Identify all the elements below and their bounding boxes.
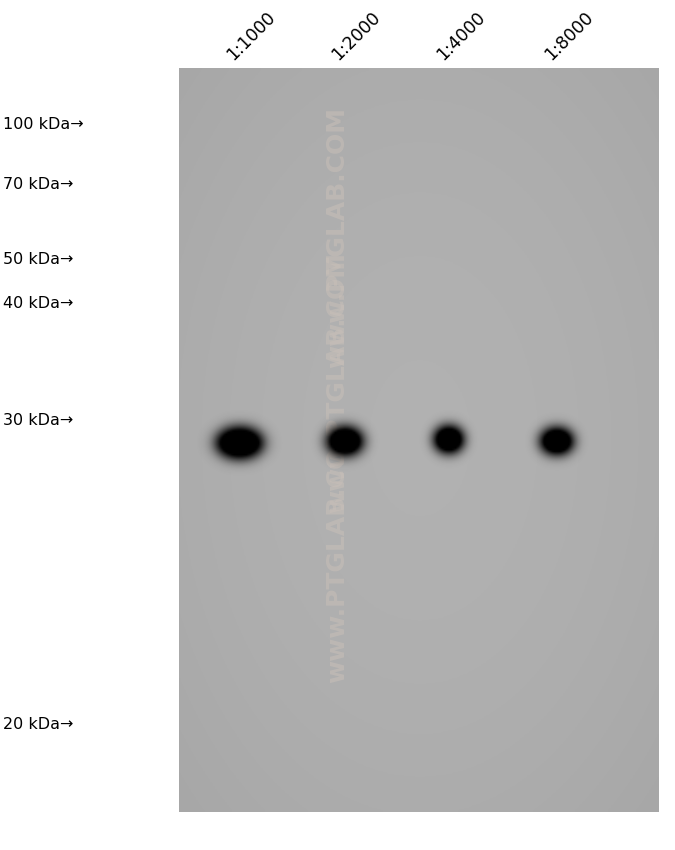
Text: www.PTGLAB.COM: www.PTGLAB.COM xyxy=(325,107,350,369)
Text: www.PTGLAB.COM: www.PTGLAB.COM xyxy=(325,252,350,513)
Text: 50 kDa→: 50 kDa→ xyxy=(3,252,74,267)
Text: 30 kDa→: 30 kDa→ xyxy=(3,413,74,428)
Text: 1:1000: 1:1000 xyxy=(223,8,279,64)
Text: 1:4000: 1:4000 xyxy=(433,8,489,64)
Text: 100 kDa→: 100 kDa→ xyxy=(3,117,84,133)
Text: 70 kDa→: 70 kDa→ xyxy=(3,177,74,192)
Text: 20 kDa→: 20 kDa→ xyxy=(3,717,74,732)
Text: 1:2000: 1:2000 xyxy=(328,8,384,64)
Text: 1:8000: 1:8000 xyxy=(541,8,597,64)
Text: www.PTGLAB.COM: www.PTGLAB.COM xyxy=(325,422,350,683)
Text: 40 kDa→: 40 kDa→ xyxy=(3,296,74,311)
